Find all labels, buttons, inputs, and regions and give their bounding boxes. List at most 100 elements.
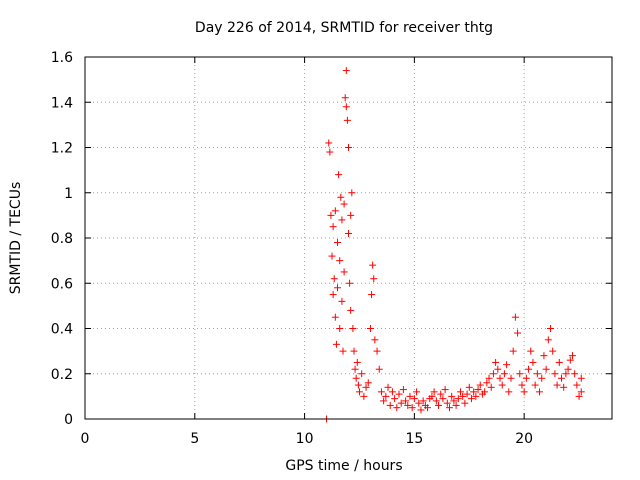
- y-tick-labels: 0 0.2 0.4 0.6 0.8 1 1.2 1.4 1.6: [51, 50, 73, 428]
- data-point: [327, 211, 335, 219]
- y-tick-label: 1.2: [51, 141, 73, 157]
- data-point: [459, 392, 467, 400]
- data-point: [485, 374, 493, 382]
- data-point: [329, 291, 337, 299]
- data-point: [516, 370, 524, 378]
- data-point: [465, 383, 473, 391]
- data-point: [350, 347, 358, 355]
- data-point: [382, 392, 390, 400]
- data-point: [538, 374, 546, 382]
- data-point: [428, 392, 436, 400]
- data-point: [461, 399, 469, 407]
- data-point: [470, 388, 478, 396]
- data-point: [452, 401, 460, 409]
- data-point: [355, 388, 363, 396]
- data-point: [391, 395, 399, 403]
- data-point: [536, 388, 544, 396]
- chart-title: Day 226 of 2014, SRMTID for receiver tht…: [195, 20, 493, 36]
- x-tick-label: 5: [190, 431, 199, 447]
- data-point: [531, 381, 539, 389]
- data-point: [375, 365, 383, 373]
- data-point: [364, 379, 372, 387]
- data-point: [331, 313, 339, 321]
- grid-lines: [85, 57, 612, 419]
- data-point: [492, 358, 500, 366]
- data-point: [514, 329, 522, 337]
- x-tick-label: 10: [296, 431, 314, 447]
- data-point: [393, 404, 401, 412]
- data-point: [533, 370, 541, 378]
- data-point: [544, 336, 552, 344]
- data-point: [472, 392, 480, 400]
- data-point: [573, 381, 581, 389]
- data-point: [522, 374, 530, 382]
- data-point: [349, 325, 357, 332]
- data-point: [331, 207, 339, 215]
- data-point: [330, 275, 338, 283]
- data-point: [413, 388, 421, 396]
- data-point: [395, 390, 403, 398]
- data-point: [340, 268, 348, 276]
- data-point: [527, 347, 535, 355]
- data-point: [417, 406, 425, 414]
- data-point: [562, 370, 570, 378]
- data-point: [353, 358, 361, 366]
- data-point: [352, 374, 360, 382]
- data-point: [542, 365, 550, 373]
- data-point: [354, 381, 362, 389]
- data-point: [342, 67, 350, 75]
- data-point: [410, 395, 418, 403]
- data-point: [476, 381, 484, 389]
- data-point: [424, 404, 432, 412]
- data-point: [329, 223, 337, 231]
- data-point: [386, 401, 394, 409]
- data-point: [397, 399, 405, 407]
- data-point: [441, 386, 449, 394]
- data-point: [446, 404, 454, 412]
- x-tick-label: 0: [81, 431, 90, 447]
- data-point: [456, 388, 464, 396]
- data-point: [384, 383, 392, 391]
- data-point: [560, 383, 568, 391]
- plot-frame: [84, 56, 613, 420]
- data-point: [529, 358, 537, 366]
- data-point: [373, 347, 381, 355]
- data-point: [402, 397, 410, 405]
- data-point: [404, 401, 412, 409]
- y-tick-label: 0.6: [51, 276, 73, 292]
- data-point: [439, 395, 447, 403]
- data-point: [406, 392, 414, 400]
- data-point: [347, 306, 355, 314]
- data-point: [564, 365, 572, 373]
- data-point: [481, 388, 489, 396]
- data-point: [520, 388, 528, 396]
- data-point: [454, 395, 462, 403]
- data-point: [463, 390, 471, 398]
- data-point: [474, 386, 482, 394]
- data-point: [498, 381, 506, 389]
- data-point: [362, 383, 370, 391]
- data-point: [345, 144, 352, 151]
- data-point: [339, 347, 347, 355]
- data-point: [399, 386, 407, 394]
- data-point: [448, 392, 456, 400]
- y-tick-label: 1.4: [51, 95, 73, 111]
- data-point: [358, 370, 366, 378]
- data-point: [540, 352, 548, 360]
- data-point: [571, 370, 579, 378]
- data-point: [377, 388, 385, 396]
- data-point: [525, 365, 533, 373]
- data-point: [351, 365, 359, 373]
- data-point: [360, 392, 368, 400]
- data-point: [336, 257, 344, 265]
- data-point: [332, 340, 340, 348]
- data-point: [328, 252, 336, 260]
- data-point: [487, 383, 495, 391]
- data-point: [380, 397, 388, 405]
- data-point: [342, 103, 350, 111]
- y-axis-label: SRMTID / TECUs: [8, 182, 24, 295]
- data-point: [366, 325, 374, 332]
- y-tick-label: 0: [64, 412, 73, 428]
- x-tick-label: 15: [405, 431, 423, 447]
